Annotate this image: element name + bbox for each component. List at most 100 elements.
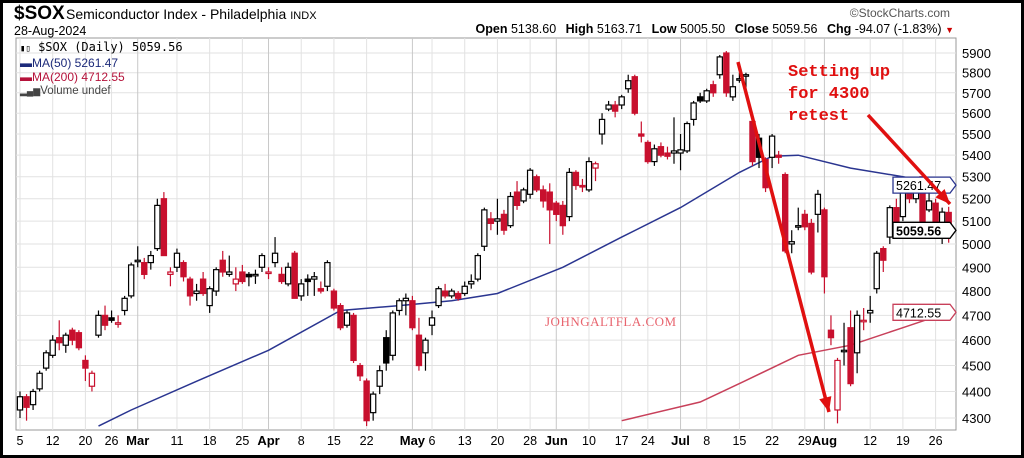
candle <box>206 286 213 313</box>
candle <box>696 92 704 103</box>
close-value: 5059.56 <box>772 22 818 36</box>
legend: ▮▯ $SOX (Daily) 5059.56 ▬MA(50) 5261.47 … <box>20 40 183 98</box>
candle-body <box>742 74 750 77</box>
candle <box>605 100 612 112</box>
candle <box>330 288 338 311</box>
candle-body <box>657 146 665 156</box>
candle-body <box>474 254 482 280</box>
x-tick-label: 20 <box>490 434 504 448</box>
candle <box>788 230 795 254</box>
candle <box>350 312 357 363</box>
candle-body <box>29 390 37 406</box>
candle-body <box>369 393 377 414</box>
candle <box>866 295 874 323</box>
y-tick-label: 4500 <box>962 359 991 374</box>
candle-body <box>566 171 573 218</box>
candle-body <box>298 283 305 297</box>
candle <box>42 350 50 371</box>
x-tick-label: 5 <box>17 434 24 448</box>
candle-body <box>42 352 50 369</box>
chg-value: -94.07 (-1.83%) <box>854 22 942 36</box>
candle-body <box>284 266 292 285</box>
candle <box>265 267 272 280</box>
candle-body <box>618 96 625 106</box>
x-tick-label: 8 <box>703 434 710 448</box>
y-tick-label: 5600 <box>962 106 991 121</box>
candle <box>376 365 383 395</box>
candle <box>546 183 553 244</box>
candle <box>533 174 540 193</box>
candle <box>324 260 331 292</box>
x-tick-label: 17 <box>615 434 629 448</box>
chart-date: 28-Aug-2024 <box>14 24 87 38</box>
candle-body <box>840 349 848 353</box>
candle <box>409 295 416 331</box>
candle <box>435 286 442 309</box>
candle-body <box>487 218 495 224</box>
candle-body <box>376 370 383 387</box>
candle-body <box>62 334 69 346</box>
close-value-tag: 5059.56 <box>892 221 957 239</box>
candle-body <box>860 319 867 323</box>
candle <box>775 150 782 164</box>
candle <box>716 54 723 79</box>
candle-body <box>696 96 704 102</box>
x-tick-label: 10 <box>582 434 596 448</box>
candle <box>801 209 809 231</box>
index-name: Semiconductor Index - Philadelphia INDX <box>66 6 317 22</box>
candle-body <box>625 80 632 90</box>
candle-body <box>356 364 364 377</box>
candle-body <box>435 288 442 307</box>
x-tick-label: 24 <box>641 434 655 448</box>
candle <box>141 257 148 280</box>
copyright[interactable]: ©StockCharts.com <box>849 6 950 20</box>
candle-body <box>795 225 802 228</box>
candle-body <box>173 252 181 268</box>
candle-body <box>121 297 128 312</box>
candle <box>585 157 593 193</box>
candle-body <box>454 292 462 299</box>
candle <box>448 288 455 299</box>
y-tick-label: 5100 <box>962 214 991 229</box>
candle-body <box>631 76 638 114</box>
candle <box>768 134 776 169</box>
legend-main-text: $SOX (Daily) 5059.56 <box>38 40 183 54</box>
legend-ma200: ▬MA(200) 4712.55 <box>20 70 183 84</box>
candle-body <box>814 193 822 215</box>
y-tick-label: 5900 <box>962 46 991 61</box>
candle-body <box>363 380 370 422</box>
candle-body <box>278 273 285 283</box>
candle <box>729 74 737 101</box>
candle-body <box>154 204 161 250</box>
candle-body <box>389 312 396 356</box>
candle <box>520 187 527 204</box>
candle <box>16 391 24 418</box>
candle-body <box>683 122 691 152</box>
candle <box>389 310 396 361</box>
candle <box>415 317 423 371</box>
candle <box>618 94 625 110</box>
candle-body <box>409 300 416 329</box>
x-tick-label: 25 <box>235 434 249 448</box>
x-tick-label: May <box>400 433 426 448</box>
candle <box>677 134 684 171</box>
candle-body <box>611 104 619 112</box>
y-tick-label: 5500 <box>962 127 991 142</box>
candle-body <box>448 290 455 297</box>
candle-body <box>690 102 697 121</box>
candle <box>219 250 226 277</box>
candle <box>114 315 122 328</box>
candle-body <box>75 332 83 349</box>
x-tick-label: 22 <box>360 434 374 448</box>
candle <box>180 260 187 282</box>
candle-body <box>271 252 279 264</box>
candle <box>683 121 691 154</box>
high-value: 5163.71 <box>596 22 643 36</box>
candle <box>173 248 181 273</box>
candle <box>860 308 867 331</box>
candle-body <box>147 254 154 264</box>
candle-body <box>585 161 593 191</box>
candle <box>311 272 318 296</box>
candle <box>539 185 547 208</box>
